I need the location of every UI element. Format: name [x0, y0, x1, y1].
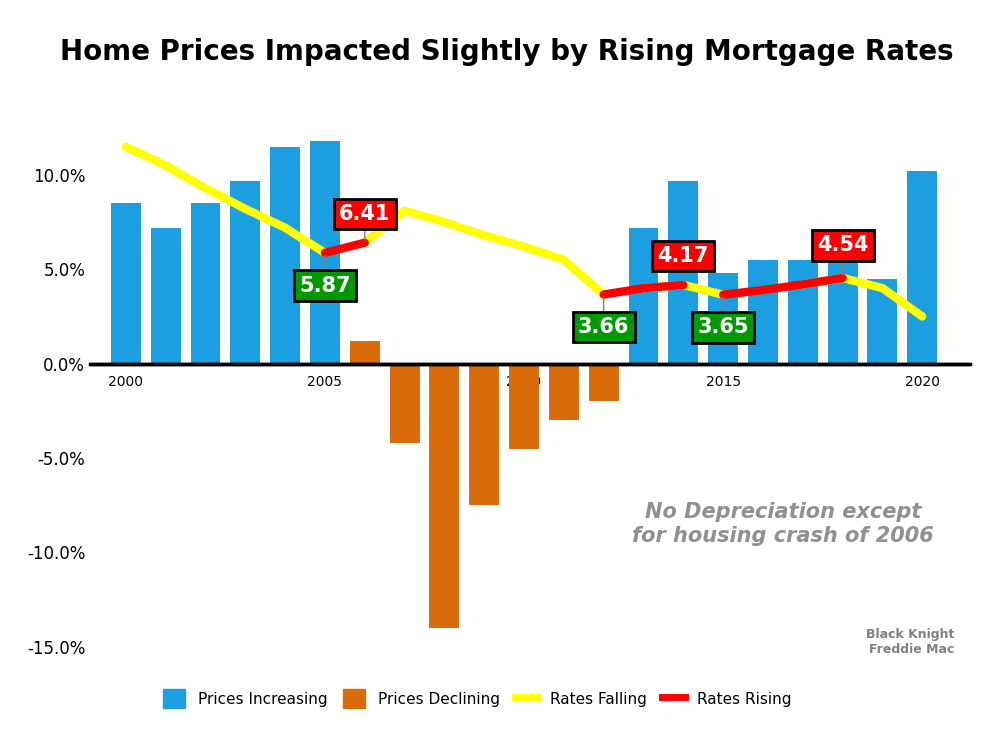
Bar	[629, 228, 658, 364]
Text: 4.17: 4.17	[658, 246, 709, 266]
Text: 5.87: 5.87	[299, 275, 351, 296]
Bar	[310, 141, 340, 364]
Text: Home Prices Impacted Slightly by Rising Mortgage Rates: Home Prices Impacted Slightly by Rising …	[60, 38, 954, 65]
Bar	[549, 364, 579, 420]
Text: 3.65: 3.65	[697, 317, 749, 338]
Bar	[429, 364, 459, 628]
Text: Black Knight
Freddie Mac: Black Knight Freddie Mac	[866, 628, 954, 656]
Bar	[469, 364, 499, 506]
Bar	[867, 279, 897, 364]
Legend: Prices Increasing, Prices Declining, Rates Falling, Rates Rising: Prices Increasing, Prices Declining, Rat…	[156, 683, 798, 714]
Bar	[748, 260, 778, 364]
Bar	[509, 364, 539, 448]
Bar	[111, 203, 141, 364]
Bar	[350, 341, 380, 364]
Bar	[788, 260, 818, 364]
Bar	[230, 181, 260, 364]
Bar	[828, 247, 858, 364]
Bar	[270, 146, 300, 364]
Text: 4.54: 4.54	[817, 236, 868, 255]
Bar	[390, 364, 420, 443]
Bar	[907, 171, 937, 364]
Text: 6.41: 6.41	[339, 204, 390, 224]
Text: 3.66: 3.66	[578, 317, 629, 338]
Bar	[151, 228, 181, 364]
Bar	[191, 203, 220, 364]
Bar	[708, 273, 738, 364]
Text: No Depreciation except
for housing crash of 2006: No Depreciation except for housing crash…	[632, 503, 934, 546]
Bar	[668, 181, 698, 364]
Bar	[589, 364, 619, 401]
